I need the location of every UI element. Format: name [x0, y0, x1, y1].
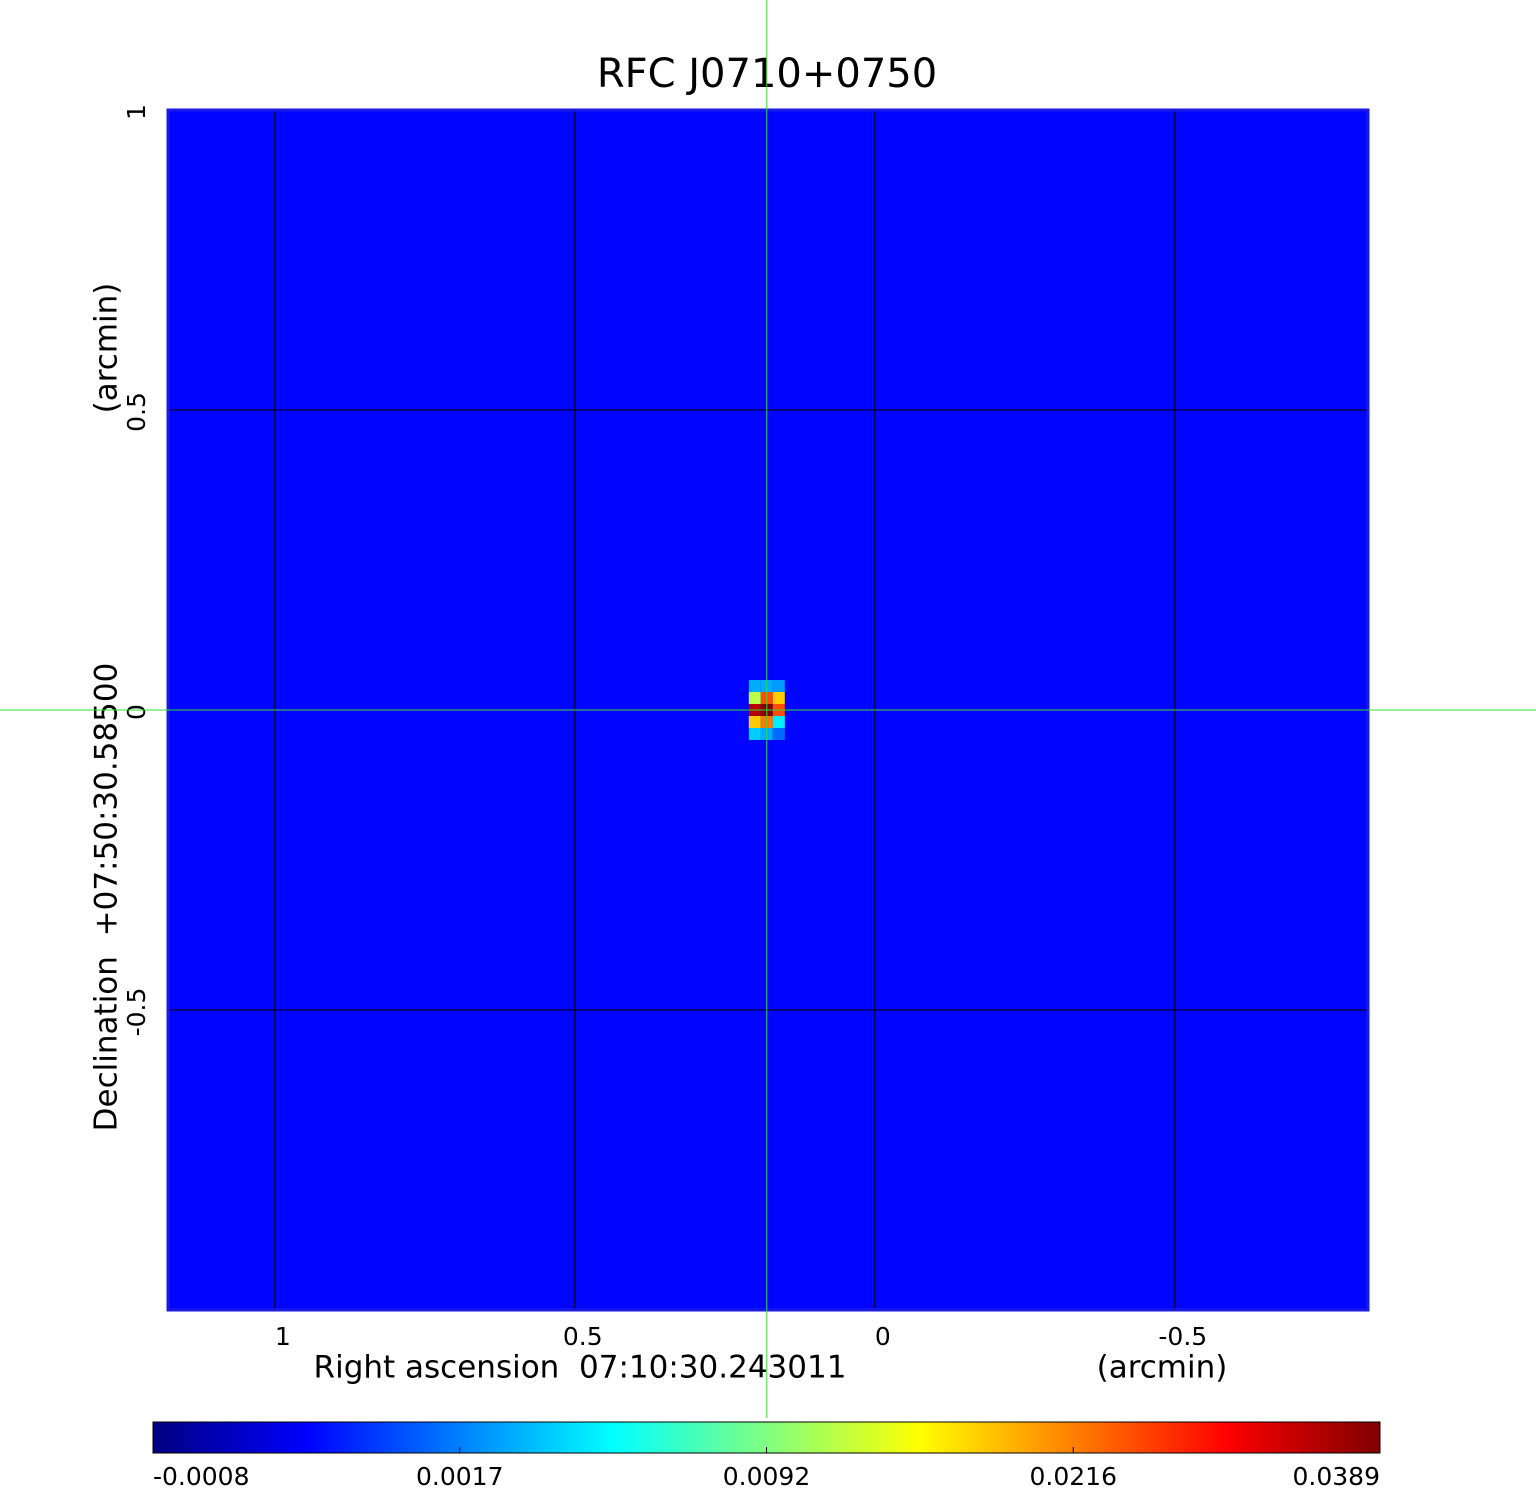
y-axis-unit: (arcmin)	[89, 283, 125, 414]
colorbar-tick-label: 0.0216	[1030, 1462, 1117, 1491]
colorbar-tick-label: -0.0008	[153, 1462, 250, 1491]
y-tick-label: 0	[122, 704, 151, 720]
x-tick-label: 0.5	[563, 1322, 603, 1351]
image-cell	[772, 680, 785, 692]
y-axis-label: Declination +07:50:30.58500	[89, 663, 125, 1132]
y-tick-label: 0.5	[122, 392, 151, 432]
image-cell	[772, 716, 785, 728]
x-tick-label: 1	[275, 1322, 291, 1351]
image-cell	[772, 728, 785, 740]
image-cell	[748, 692, 761, 704]
image-cell	[748, 716, 761, 728]
x-tick-label: 0	[875, 1322, 891, 1351]
image-cell	[748, 728, 761, 740]
x-axis-unit: (arcmin)	[1097, 1350, 1228, 1386]
y-tick-label: 1	[122, 104, 151, 120]
x-tick-label: -0.5	[1158, 1322, 1207, 1351]
colorbar-tick-label: 0.0389	[1293, 1462, 1380, 1491]
x-axis-label: Right ascension 07:10:30.243011	[314, 1350, 847, 1386]
y-tick-label: -0.5	[122, 988, 151, 1037]
image-cell	[772, 692, 785, 704]
colorbar-tick-label: 0.0017	[416, 1462, 503, 1491]
colorbar-tick-label: 0.0092	[723, 1462, 810, 1491]
image-cell	[748, 680, 761, 692]
